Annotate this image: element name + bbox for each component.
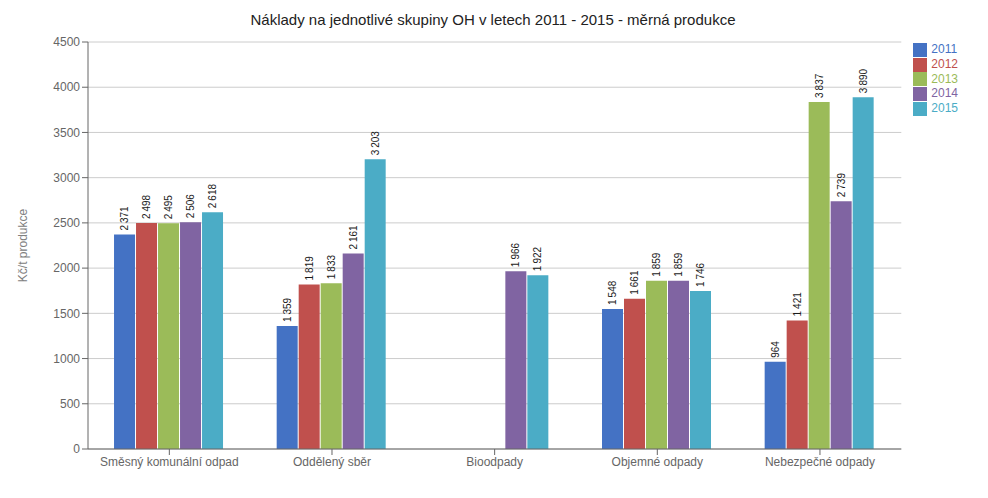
svg-text:2 495: 2 495	[163, 195, 174, 220]
svg-text:Oddělený sběr: Oddělený sběr	[293, 455, 371, 469]
svg-text:1 359: 1 359	[282, 297, 293, 322]
svg-text:3000: 3000	[53, 171, 80, 185]
svg-text:1 966: 1 966	[510, 242, 521, 267]
svg-text:2 618: 2 618	[207, 184, 218, 209]
svg-text:2 161: 2 161	[348, 225, 359, 250]
svg-text:4500: 4500	[53, 35, 80, 49]
svg-text:3 890: 3 890	[858, 68, 869, 93]
svg-text:2 371: 2 371	[119, 206, 130, 231]
svg-text:Směsný komunální odpad: Směsný komunální odpad	[100, 455, 239, 469]
svg-text:964: 964	[770, 341, 781, 358]
svg-text:1500: 1500	[53, 307, 80, 321]
svg-text:Bioodpady: Bioodpady	[466, 455, 523, 469]
html-text:2012: 2012	[931, 56, 958, 71]
svg-text:0: 0	[73, 442, 80, 456]
svg-text:500: 500	[60, 397, 80, 411]
svg-text:1 421: 1 421	[792, 292, 803, 317]
html-text:Náklady na jednotlivé skupiny: Náklady na jednotlivé skupiny OH v letec…	[250, 11, 736, 28]
svg-text:3 837: 3 837	[814, 73, 825, 98]
svg-text:2 739: 2 739	[836, 173, 847, 198]
svg-text:3500: 3500	[53, 126, 80, 140]
svg-text:1000: 1000	[53, 352, 80, 366]
svg-text:4000: 4000	[53, 80, 80, 94]
svg-text:3 203: 3 203	[370, 131, 381, 156]
svg-text:1 746: 1 746	[695, 262, 706, 287]
svg-text:Objemné odpady: Objemné odpady	[612, 455, 703, 469]
html-text:2014: 2014	[931, 86, 958, 101]
svg-text:2000: 2000	[53, 261, 80, 275]
svg-text:1 548: 1 548	[607, 280, 618, 305]
svg-text:Kč/t produkce: Kč/t produkce	[16, 208, 30, 282]
html-text:2015: 2015	[931, 101, 958, 116]
svg-text:1 833: 1 833	[326, 255, 337, 280]
svg-text:2 498: 2 498	[141, 194, 152, 219]
svg-text:Nebezpečné odpady: Nebezpečné odpady	[765, 455, 875, 469]
svg-text:1 859: 1 859	[651, 252, 662, 277]
svg-text:1 859: 1 859	[673, 252, 684, 277]
svg-text:1 819: 1 819	[304, 256, 315, 281]
html-text:2013: 2013	[931, 71, 958, 86]
svg-text:2 506: 2 506	[185, 194, 196, 219]
svg-text:2500: 2500	[53, 216, 80, 230]
svg-text:1 922: 1 922	[532, 246, 543, 271]
svg-text:1 661: 1 661	[629, 270, 640, 295]
html-text:2011: 2011	[931, 42, 958, 56]
